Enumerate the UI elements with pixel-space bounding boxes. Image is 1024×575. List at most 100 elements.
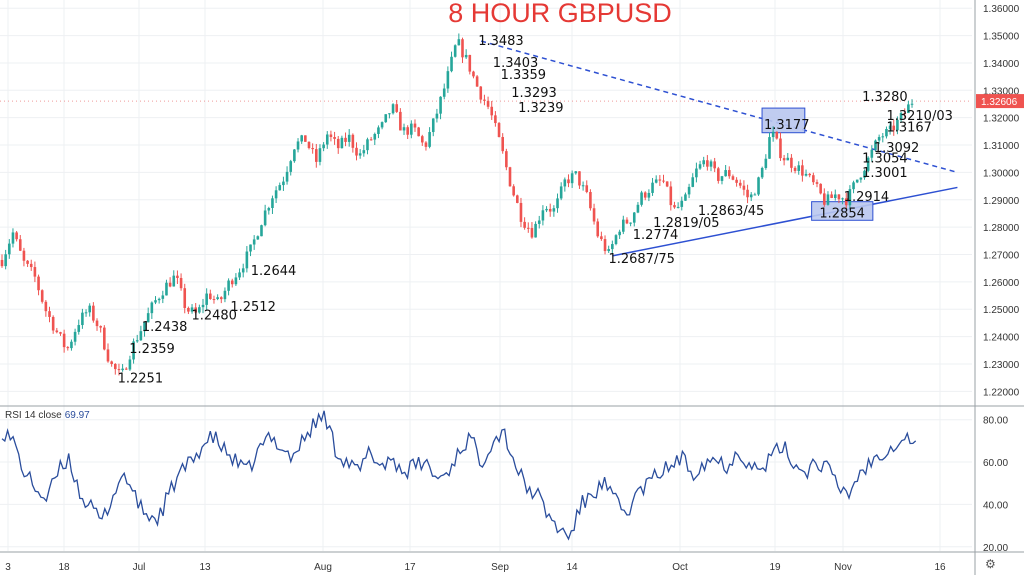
price-level-label: 1.3001 [862,166,908,181]
candle-body [665,181,669,187]
candle-body [618,231,621,236]
candle-body [486,100,490,107]
current-price-tag [976,94,1024,109]
price-tick-label: 1.22000 [983,387,1020,398]
rsi-series-line [1,410,917,541]
candle-body [15,232,18,240]
candle-body [8,243,11,255]
candle-body [325,134,329,145]
candle-body [289,161,293,172]
highlight-boxes [761,107,874,221]
rsi-line [1,410,917,541]
price-level-label: 1.3403 [493,56,538,71]
candle-body [863,170,866,178]
candle-body [81,312,84,326]
candle-body [885,128,888,137]
candle-body [278,185,282,191]
candle-body [77,325,81,332]
price-level-label: 1.3280 [862,90,908,105]
candle-body [519,202,523,222]
price-tick-label: 1.32000 [983,114,1020,125]
candle-body [892,125,896,131]
price-tick-label: 1.31000 [983,141,1020,152]
rsi-tick-label: 60.00 [983,458,1008,469]
price-tick-label: 1.29000 [983,196,1020,207]
candle-body [790,157,793,168]
candle-body [377,127,380,134]
resistance-trendline [480,40,958,174]
candle-body [132,341,135,360]
candle-body [300,135,303,142]
candle-body [632,212,636,223]
candle-body [26,260,29,264]
candle-body [687,186,691,195]
candle-body [622,219,625,232]
candle-body [70,341,73,349]
candle-body [607,249,610,252]
candle-body [333,137,336,139]
gear-icon[interactable]: ⚙ [985,557,996,571]
price-level-label: 1.3177 [764,118,810,133]
candle-body [779,138,782,159]
candle-body [139,331,143,341]
candle-body [84,312,88,314]
candle-body [431,118,435,133]
candle-body [888,125,892,129]
candle-body [852,182,855,190]
candle-body [698,164,702,169]
candle-body [260,225,263,237]
candle-body [307,141,311,149]
time-tick-label: 3 [5,562,11,573]
candle-body [581,185,585,187]
price-level-label: 1.2251 [118,371,164,386]
candle-body [735,179,738,183]
candle-body [37,276,40,291]
candle-body [483,99,486,101]
candle-body [742,185,746,190]
candle-body [219,297,223,300]
candle-body [771,131,775,138]
time-tick-label: 17 [404,562,416,573]
candle-body [717,168,720,181]
candle-body [479,86,483,100]
price-level-label: 1.2644 [251,264,297,279]
price-level-label: 1.2819/05 [653,216,719,231]
rsi-current-value: 69.97 [64,410,90,421]
candle-body [194,307,198,313]
candle-body [804,173,808,176]
price-tick-label: 1.36000 [983,4,1020,15]
candle-body [417,127,420,137]
candle-body [347,134,351,142]
candle-body [651,182,654,193]
candle-body [29,263,33,268]
candle-body [399,111,402,131]
price-level-label: 1.3483 [478,34,524,49]
candle-body [548,208,552,212]
candle-body [285,171,289,182]
candle-body [870,149,874,158]
candle-body [570,173,574,184]
price-candles [0,33,914,376]
candle-body [764,158,768,168]
candle-body [720,176,724,181]
candle-body [355,147,358,156]
price-tick-label: 1.27000 [983,250,1020,261]
candle-body [143,322,146,332]
candle-body [534,223,537,238]
candle-body [121,368,124,371]
candle-body [366,139,369,151]
candle-body [322,144,325,149]
candle-body [124,368,128,370]
candle-body [282,181,285,186]
candle-body [556,198,559,209]
candle-body [99,326,102,328]
candle-body [775,131,779,139]
candle-body [315,149,318,162]
candle-body [782,158,786,161]
price-tick-label: 1.26000 [983,278,1020,289]
candle-body [709,161,713,167]
candle-body [490,106,494,116]
candle-body [552,208,556,212]
